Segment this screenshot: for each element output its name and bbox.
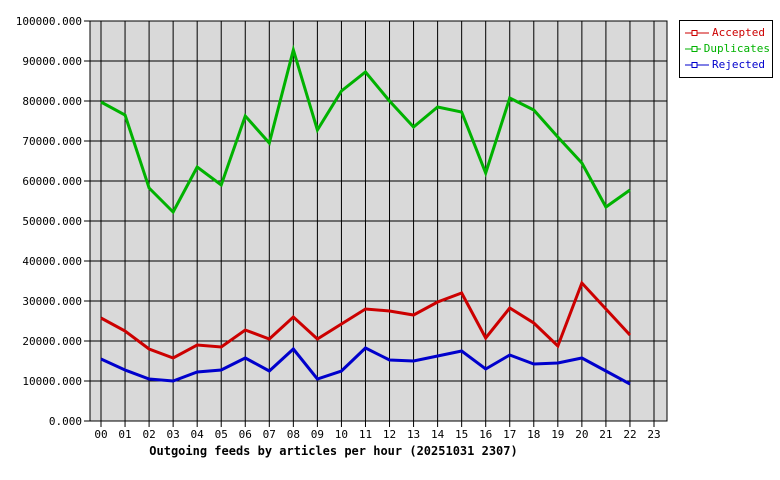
- x-tick-label: 12: [383, 428, 396, 441]
- x-tick-label: 15: [455, 428, 468, 441]
- x-tick-label: 11: [359, 428, 372, 441]
- legend-label-accepted: Accepted: [712, 26, 765, 39]
- y-tick-label: 70000.000: [22, 135, 82, 148]
- x-tick-label: 05: [215, 428, 228, 441]
- x-tick-label: 10: [335, 428, 348, 441]
- legend-label-duplicates: Duplicates: [703, 42, 770, 55]
- x-tick-label: 18: [527, 428, 540, 441]
- x-tick-label: 14: [431, 428, 445, 441]
- x-tick-label: 21: [599, 428, 612, 441]
- x-tick-label: 13: [407, 428, 420, 441]
- x-tick-label: 02: [142, 428, 155, 441]
- chart-title: Outgoing feeds by articles per hour (202…: [149, 444, 518, 458]
- legend-line-marker-icon: [685, 62, 709, 68]
- x-tick-label: 01: [118, 428, 131, 441]
- x-tick-label: 20: [575, 428, 588, 441]
- legend-line-marker-icon: [685, 30, 709, 36]
- series-line-duplicates: [100, 44, 631, 215]
- x-tick-label: 19: [551, 428, 564, 441]
- y-tick-label: 100000.000: [16, 15, 82, 28]
- y-tick-label: 50000.000: [22, 215, 82, 228]
- legend-line-marker-icon: [685, 46, 701, 52]
- x-tick-label: 08: [287, 428, 300, 441]
- x-tick-label: 00: [94, 428, 107, 441]
- legend: Accepted Duplicates Rejected: [679, 20, 773, 78]
- x-tick-label: 16: [479, 428, 492, 441]
- legend-item-duplicates: Duplicates: [685, 41, 770, 57]
- y-tick-label: 80000.000: [22, 95, 82, 108]
- y-tick-label: 20000.000: [22, 335, 82, 348]
- x-tick-label: 04: [191, 428, 205, 441]
- legend-item-rejected: Rejected: [685, 57, 770, 73]
- y-tick-label: 40000.000: [22, 255, 82, 268]
- y-tick-label: 30000.000: [22, 295, 82, 308]
- series-line-accepted: [100, 280, 632, 360]
- y-tick-label: 10000.000: [22, 375, 82, 388]
- legend-item-accepted: Accepted: [685, 25, 770, 41]
- x-tick-label: 03: [167, 428, 180, 441]
- legend-label-rejected: Rejected: [712, 58, 765, 71]
- y-tick-label: 60000.000: [22, 175, 82, 188]
- x-tick-label: 09: [311, 428, 324, 441]
- series-line-rejected: [100, 346, 631, 386]
- x-tick-label: 23: [647, 428, 660, 441]
- plot-frame: [89, 20, 668, 422]
- x-tick-label: 22: [623, 428, 636, 441]
- y-tick-label: 90000.000: [22, 55, 82, 68]
- x-tick-label: 07: [263, 428, 276, 441]
- x-tick-label: 06: [239, 428, 252, 441]
- x-tick-label: 17: [503, 428, 516, 441]
- y-tick-label: 0.000: [49, 415, 82, 428]
